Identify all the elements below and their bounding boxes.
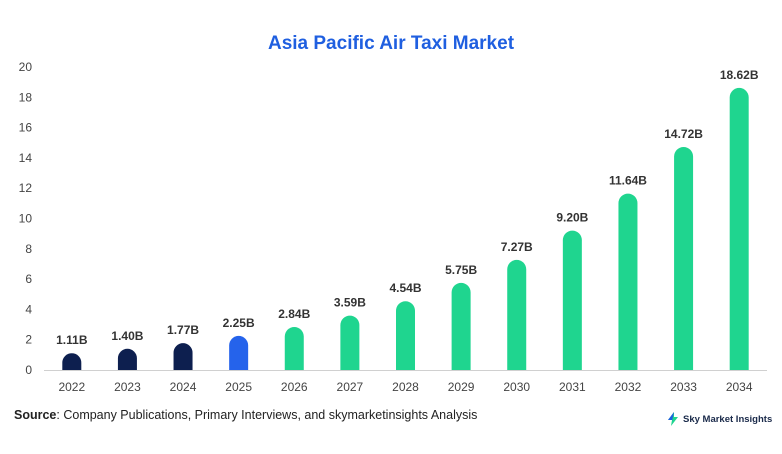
y-tick-label: 4 <box>25 302 32 316</box>
data-label: 4.54B <box>389 281 421 295</box>
x-tick-label: 2027 <box>337 380 364 394</box>
y-tick-label: 2 <box>25 333 32 347</box>
x-tick-label: 2030 <box>503 380 530 394</box>
brand-logo: Sky Market Insights <box>666 412 772 426</box>
data-label: 3.59B <box>334 296 366 310</box>
bar-2023 <box>117 348 137 370</box>
x-tick-label: 2034 <box>726 380 753 394</box>
x-tick-label: 2023 <box>114 380 141 394</box>
data-label: 7.27B <box>501 240 533 254</box>
lightning-logo-icon <box>668 412 678 426</box>
bar-2025 <box>229 335 249 370</box>
x-tick-label: 2032 <box>615 380 642 394</box>
y-tick-label: 16 <box>19 121 33 135</box>
data-label: 2.25B <box>223 316 255 330</box>
x-tick-label: 2024 <box>170 380 197 394</box>
data-label: 2.84B <box>278 307 310 321</box>
data-label: 14.72B <box>664 127 703 141</box>
data-label: 1.11B <box>56 333 88 347</box>
bar-2034 <box>729 87 749 371</box>
bar-2032 <box>618 193 638 370</box>
y-tick-label: 14 <box>19 151 33 165</box>
bar-2027 <box>340 315 360 370</box>
y-tick-label: 10 <box>19 212 33 226</box>
x-tick-label: 2026 <box>281 380 308 394</box>
bar-2033 <box>674 146 694 370</box>
data-label: 9.20B <box>556 211 588 225</box>
bar-2028 <box>396 301 415 370</box>
bar-2031 <box>562 230 582 370</box>
logo-text: Sky Market Insights <box>683 413 773 425</box>
data-label: 11.64B <box>609 174 647 188</box>
y-tick-label: 6 <box>25 272 32 286</box>
bar-2030 <box>507 259 527 370</box>
bar-chart: 0 2 4 6 8 10 12 14 16 18 20 1.11B 2022 1.40B 2023 1.77B… <box>19 60 767 394</box>
chart-title: Asia Pacific Air Taxi Market <box>267 33 515 54</box>
source-note: Source: Company Publications, Primary In… <box>14 408 477 422</box>
bar-2022 <box>62 353 82 370</box>
x-tick-label: 2022 <box>58 380 85 394</box>
x-tick-label: 2031 <box>559 380 586 394</box>
x-tick-label: 2028 <box>392 380 419 394</box>
x-tick-label: 2033 <box>670 380 697 394</box>
source-label: Source <box>14 408 57 422</box>
y-tick-label: 8 <box>25 242 32 256</box>
y-tick-label: 0 <box>25 363 32 377</box>
y-tick-label: 12 <box>19 181 33 195</box>
x-tick-label: 2029 <box>448 380 475 394</box>
data-label: 5.75B <box>445 263 477 277</box>
bar-2029 <box>451 282 471 370</box>
source-text: : Company Publications, Primary Intervie… <box>56 408 478 422</box>
y-tick-label: 18 <box>19 90 33 104</box>
bar-2026 <box>284 326 304 370</box>
bar-2024 <box>173 343 193 370</box>
data-label: 1.40B <box>111 329 143 343</box>
data-label: 18.62B <box>720 68 759 82</box>
x-tick-label: 2025 <box>225 380 252 394</box>
data-label: 1.77B <box>167 323 199 337</box>
y-tick-label: 20 <box>19 60 33 74</box>
